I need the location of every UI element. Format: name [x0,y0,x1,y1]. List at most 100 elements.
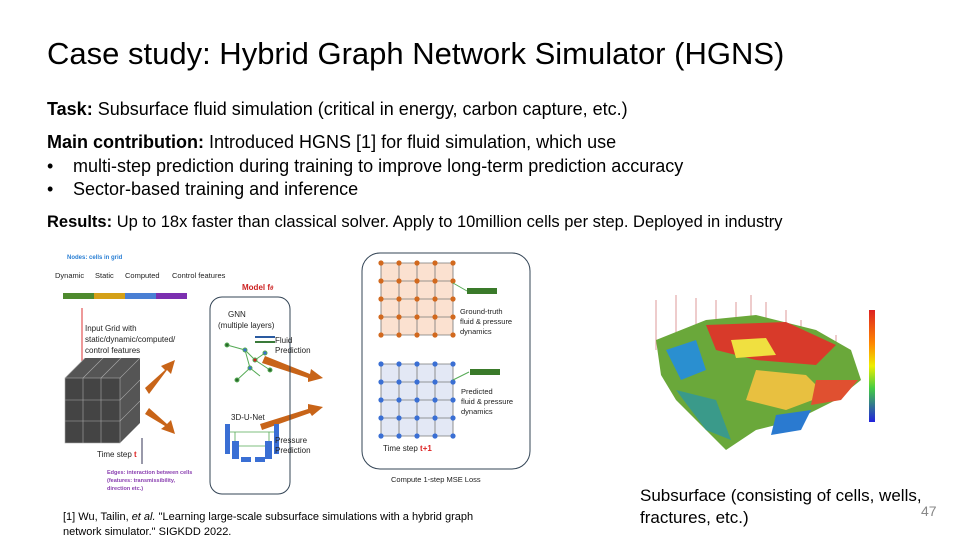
color-scale-bar [869,310,875,422]
main-contribution-label: Main contribution: [47,132,204,152]
ground-truth-label: Ground-truth [460,307,503,316]
edges-label: (features: transmissibility, [107,478,176,484]
unet-label: 3D-U-Net [231,413,266,422]
grid-node [432,397,438,403]
input-grid-label: static/dynamic/computed/ [85,335,176,344]
footnote-etal: et al. [131,511,156,523]
grid-node [432,415,438,421]
grid-node [432,332,438,338]
unet-icon [225,424,279,462]
bullet-item: • Sector-based training and inference [47,179,358,200]
grid-node [378,361,384,367]
feature-segment [125,293,156,299]
gnn-graph-icon [224,336,275,383]
feature-static: Static [95,271,114,280]
grid-node [432,278,438,284]
bullet-text: Sector-based training and inference [73,179,359,199]
bullet-symbol: • [47,179,54,199]
predicted-label: dynamics [461,407,493,416]
input-grid-cube [64,357,141,444]
feature-segment [94,293,125,299]
grid-node [396,314,402,320]
nodes-title: Nodes: cells in grid [67,255,123,261]
fluid-prediction-label: Prediction [275,346,311,355]
hgns-diagram: Nodes: cells in grid Dynamic Static Comp… [55,252,531,495]
pressure-prediction-label: Pressure [275,436,308,445]
subsurface-reservoir-image [655,295,875,450]
grid-node [432,260,438,266]
grid-node [450,397,456,403]
output-box [361,252,531,470]
time-step-label: Time step t [97,450,137,459]
grid-node [450,314,456,320]
feature-computed: Computed [125,271,160,280]
predicted-label: fluid & pressure [461,397,513,406]
grid-node [414,332,420,338]
page-number: 47 [921,503,937,519]
grid-node [378,296,384,302]
grid-node [432,433,438,439]
edges-label: Edges: interaction between cells [107,470,192,476]
grid-node [450,296,456,302]
grid-node [396,332,402,338]
main-contribution-line: Main contribution: Introduced HGNS [1] f… [47,132,616,153]
pressure-prediction-label: Prediction [275,446,311,455]
time-step-next-label: Time step t+1 [383,444,432,453]
grid-node [378,433,384,439]
predicted-bar [470,369,500,375]
grid-node [378,379,384,385]
caption-line: fractures, etc.) [640,508,749,527]
footnote-text: "Learning large-scale subsurface simulat… [155,511,474,523]
grid-node [414,278,420,284]
grid-node [450,332,456,338]
grid-node [378,278,384,284]
grid-node [432,379,438,385]
input-grid-label: Input Grid with [85,324,137,333]
gnn-label: GNN [228,310,246,319]
input-grid-label: control features [85,346,140,355]
grid-node [414,296,420,302]
grid-node [396,296,402,302]
grid-node [396,415,402,421]
bullet-text: multi-step prediction during training to… [73,156,684,176]
footnote-text: [1] Wu, Tailin, [63,511,132,523]
results-label: Results: [47,213,113,231]
task-text: Subsurface fluid simulation (critical in… [92,99,628,119]
grid-node [432,361,438,367]
results-text: Up to 18x faster than classical solver. … [112,213,783,231]
slide-title: Case study: Hybrid Graph Network Simulat… [47,36,785,71]
grid-node [450,433,456,439]
grid-node [432,296,438,302]
ground-truth-bar [467,288,497,294]
grid-node [396,278,402,284]
grid-node [414,314,420,320]
grid-node [378,314,384,320]
grid-node [414,397,420,403]
predicted-label: Predicted [461,387,493,396]
grid-node [378,397,384,403]
model-label: Model fθ [242,283,274,292]
grid-node [414,433,420,439]
feature-segment [156,293,187,299]
grid-node [450,379,456,385]
grid-node [414,415,420,421]
grid-node [414,379,420,385]
grid-node [396,361,402,367]
ground-truth-label: dynamics [460,327,492,336]
feature-control: Control features [172,271,226,280]
edges-label: direction etc.) [107,486,143,492]
grid-node [378,260,384,266]
model-box [209,296,291,495]
predicted-grid [378,361,456,439]
footnote-text: network simulator." SIGKDD 2022. [63,526,232,538]
bullet-item: • multi-step prediction during training t… [47,156,683,177]
grid-node [396,397,402,403]
grid-node [450,361,456,367]
grid-node [378,332,384,338]
task-line: Task: Subsurface fluid simulation (criti… [47,99,628,120]
feature-dynamic: Dynamic [55,271,84,280]
fluid-prediction-label: Fluid [275,336,292,345]
grid-node [414,260,420,266]
caption-line: Subsurface (consisting of cells, wells, [640,486,922,505]
grid-node [396,260,402,266]
